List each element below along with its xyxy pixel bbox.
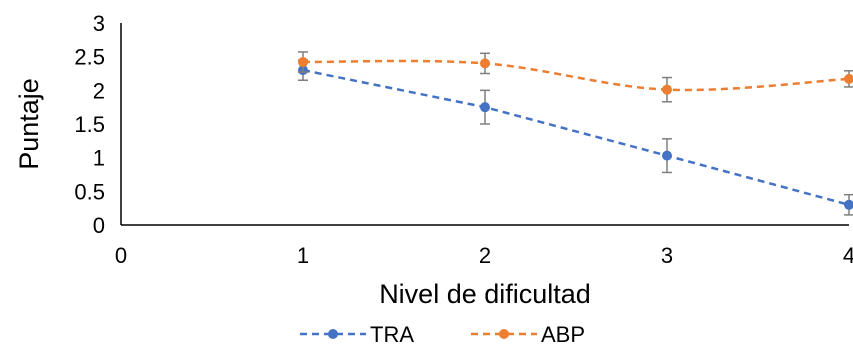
data-point	[844, 73, 853, 84]
y-tick-label: 2.5	[74, 45, 105, 70]
y-tick-label: 2	[93, 78, 105, 103]
y-tick-label: 1.5	[74, 112, 105, 137]
x-axis-title: Nivel de dificultad	[379, 279, 591, 309]
x-tick-labels: 0 1 2 3 4	[115, 243, 853, 268]
x-tick-label: 3	[661, 243, 673, 268]
series-line	[302, 59, 850, 92]
legend-marker	[499, 329, 509, 339]
legend-label: TRA	[370, 322, 414, 347]
data-point	[480, 58, 490, 69]
legend-label: ABP	[541, 322, 585, 347]
x-tick-label: 0	[115, 243, 127, 268]
x-tick-label: 4	[843, 243, 853, 268]
data-point	[844, 199, 853, 210]
y-tick-label: 1	[93, 146, 105, 171]
series-line	[302, 68, 850, 207]
series-tra	[298, 59, 853, 216]
series-abp	[298, 51, 853, 103]
y-tick-label: 0.5	[74, 179, 105, 204]
x-tick-label: 1	[297, 243, 309, 268]
y-tick-label: 0	[93, 213, 105, 238]
legend-item: ABP	[471, 322, 585, 347]
data-point	[298, 57, 308, 68]
x-tick-label: 2	[479, 243, 491, 268]
legend-item: TRA	[300, 322, 414, 347]
plot-area	[298, 51, 853, 216]
data-point	[662, 84, 672, 95]
legend: TRA ABP	[300, 322, 585, 347]
data-point	[662, 150, 672, 161]
y-axis-title: Puntaje	[14, 78, 44, 170]
data-point	[480, 102, 490, 113]
legend-marker	[328, 329, 338, 339]
axes	[120, 23, 849, 226]
y-tick-label: 3	[93, 11, 105, 36]
y-tick-labels: 0 0.5 1 1.5 2 2.5 3	[74, 11, 105, 238]
